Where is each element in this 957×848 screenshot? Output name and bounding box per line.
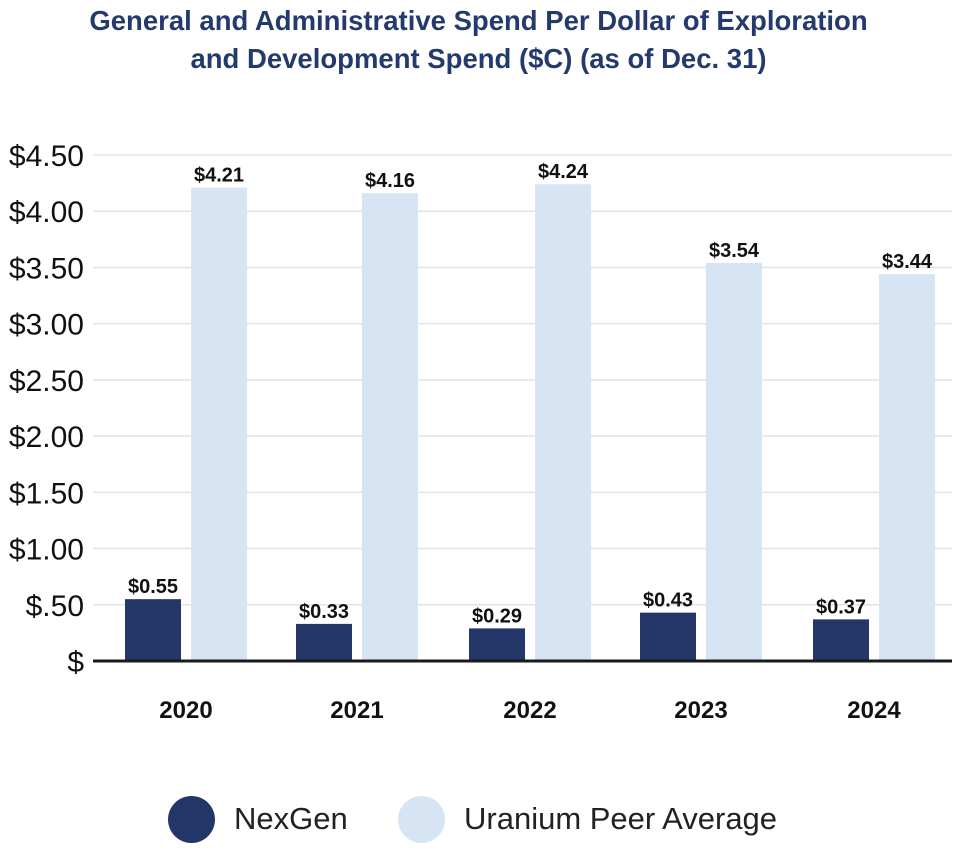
legend: NexGen Uranium Peer Average — [0, 795, 957, 843]
data-label: $0.37 — [816, 596, 866, 618]
bar-peer — [879, 274, 935, 661]
y-tick-label: $4.00 — [9, 196, 84, 229]
y-tick-label: $3.00 — [9, 309, 84, 342]
legend-swatch-nexgen — [168, 795, 215, 843]
bar-nexgen — [296, 623, 352, 661]
y-tick-label: $3.50 — [9, 252, 84, 285]
bar-peer — [706, 262, 762, 661]
x-tick-label: 2021 — [330, 697, 383, 724]
legend-item-peer: Uranium Peer Average — [398, 795, 777, 843]
bar-chart: $ $.50 $1.00 $1.50 $2.00 $2.50 $3.00 $3.50 $4.00… — [9, 140, 952, 724]
data-label: $4.16 — [365, 170, 415, 192]
chart-title-line-1: General and Administrative Spend Per Dol… — [89, 5, 868, 36]
x-tick-label: 2020 — [159, 697, 212, 724]
y-tick-label: $1.50 — [9, 477, 84, 510]
y-tick-label: $1.00 — [9, 534, 84, 567]
legend-item-nexgen: NexGen — [168, 795, 348, 843]
bar-nexgen — [640, 612, 696, 661]
bar-peer — [362, 193, 418, 661]
legend-swatch-peer — [398, 795, 445, 843]
chart-title: General and Administrative Spend Per Dol… — [0, 2, 957, 78]
bar-nexgen — [813, 619, 869, 661]
chart-title-line-2: and Development Spend ($C) (as of Dec. 3… — [190, 43, 767, 74]
bar-nexgen — [469, 628, 525, 661]
legend-label-peer: Uranium Peer Average — [464, 801, 778, 836]
y-tick-label: $4.50 — [9, 140, 84, 173]
x-tick-label: 2024 — [847, 697, 901, 724]
bar-nexgen — [125, 599, 181, 661]
data-label: $4.21 — [194, 165, 244, 187]
legend-label-nexgen: NexGen — [234, 801, 348, 836]
data-label: $0.55 — [128, 576, 178, 598]
data-label: $0.43 — [643, 590, 693, 612]
bar-peer — [191, 187, 247, 661]
data-label: $3.44 — [882, 251, 933, 273]
y-tick-label: $.50 — [26, 590, 84, 623]
bar-peer — [535, 184, 591, 662]
x-tick-label: 2023 — [674, 697, 727, 724]
data-label: $4.24 — [538, 161, 589, 183]
data-label: $0.33 — [299, 601, 349, 623]
data-label: $0.29 — [472, 605, 522, 627]
x-tick-label: 2022 — [503, 697, 556, 724]
data-label: $3.54 — [709, 240, 760, 262]
y-tick-label: $2.00 — [9, 421, 84, 454]
y-tick-label: $ — [67, 646, 84, 679]
y-tick-label: $2.50 — [9, 365, 84, 398]
